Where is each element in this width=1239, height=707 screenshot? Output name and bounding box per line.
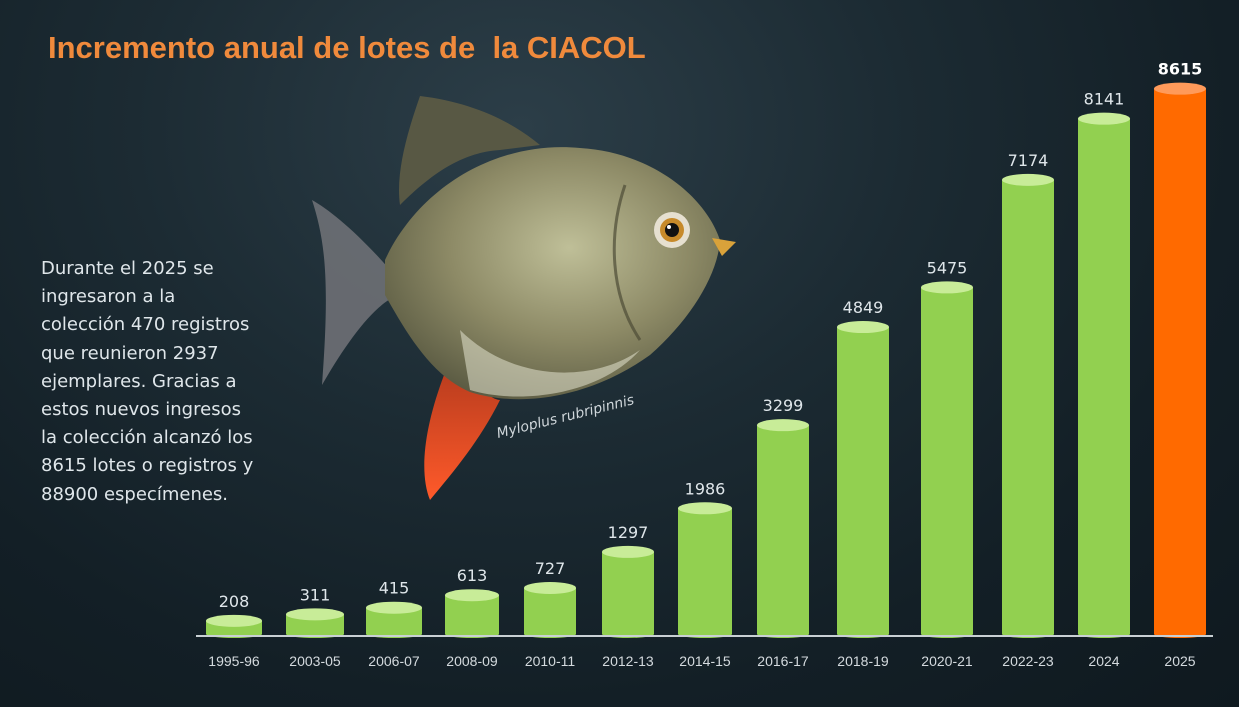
value-label-2010-11: 727 (535, 559, 566, 578)
category-label-2012-13: 2012-13 (602, 653, 654, 669)
chart-title: Incremento anual de lotes de la CIACOL (48, 30, 646, 65)
bar-2014-15 (678, 502, 732, 638)
bar-2016-17 (757, 419, 809, 638)
category-label-2010-11: 2010-11 (525, 653, 576, 669)
bar-2010-11 (524, 581, 576, 638)
value-label-1995-96: 208 (219, 592, 250, 611)
bar-2006-07 (366, 601, 422, 638)
category-label-2016-17: 2016-17 (757, 653, 809, 669)
category-label-1995-96: 1995-96 (208, 653, 260, 669)
value-label-2012-13: 1297 (608, 523, 649, 542)
value-label-2003-05: 311 (300, 585, 331, 604)
bar-2003-05 (286, 608, 344, 638)
bar-1995-96 (206, 614, 262, 638)
value-label-2022-23: 7174 (1008, 151, 1049, 170)
dorsal-fin (399, 96, 540, 205)
value-label-2016-17: 3299 (763, 396, 804, 415)
value-label-2018-19: 4849 (843, 298, 884, 317)
category-label-2003-05: 2003-05 (289, 653, 341, 669)
category-label-2020-21: 2020-21 (921, 653, 973, 669)
value-label-2020-21: 5475 (927, 258, 968, 277)
bar-2025 (1154, 82, 1206, 638)
category-label-2025: 2025 (1164, 653, 1195, 669)
value-label-2008-09: 613 (457, 566, 488, 585)
bar-2024 (1078, 112, 1130, 638)
summary-text: Durante el 2025 se ingresaron a la colec… (41, 258, 254, 505)
category-label-2006-07: 2006-07 (368, 653, 420, 669)
value-label-2014-15: 1986 (685, 479, 726, 498)
tail-fin (312, 200, 392, 385)
value-label-2006-07: 415 (379, 579, 410, 598)
bar-2008-09 (445, 589, 499, 638)
bar-2018-19 (837, 321, 889, 638)
value-label-2024: 8141 (1084, 90, 1125, 109)
category-label-2008-09: 2008-09 (446, 653, 498, 669)
value-label-2025: 8615 (1158, 60, 1203, 79)
category-label-2014-15: 2014-15 (679, 653, 731, 669)
category-label-2018-19: 2018-19 (837, 653, 889, 669)
bar-2012-13 (602, 545, 654, 638)
bar-2020-21 (921, 281, 973, 638)
bar-2022-23 (1002, 173, 1054, 638)
category-label-2024: 2024 (1088, 653, 1119, 669)
category-label-2022-23: 2022-23 (1002, 653, 1054, 669)
